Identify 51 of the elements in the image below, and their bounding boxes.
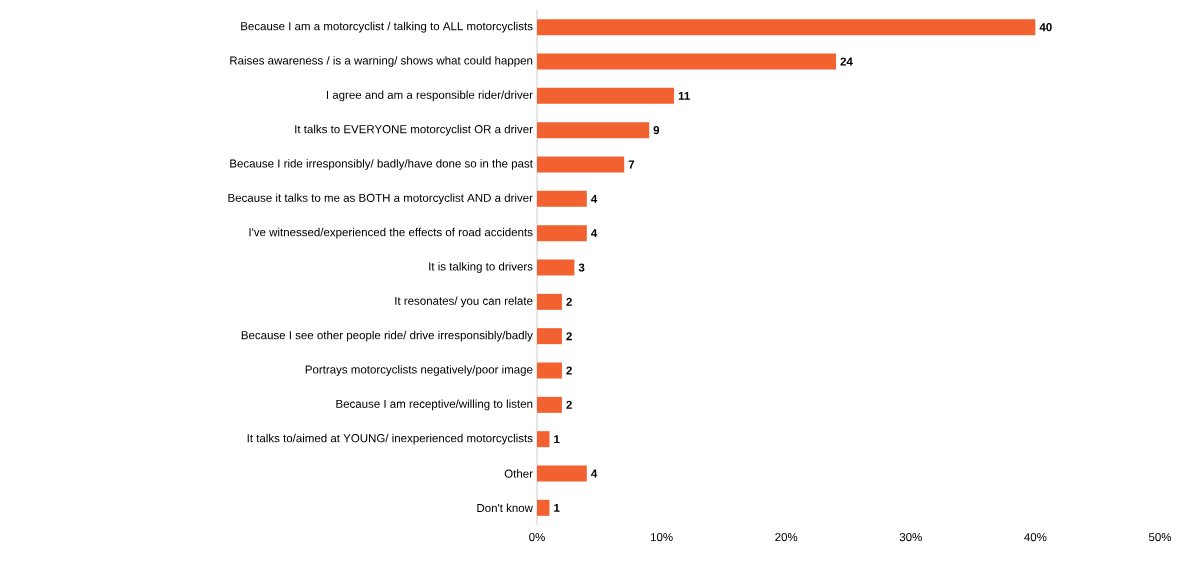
data-label: 4 [591, 194, 598, 203]
bar [537, 225, 587, 242]
y-tick-label: I've witnessed/experienced the effects of road accidents [249, 227, 533, 239]
bar [537, 122, 650, 139]
x-tick-label: 40% [1024, 533, 1047, 542]
data-label: 2 [566, 332, 572, 341]
data-label: 2 [566, 297, 572, 306]
y-tick-label: It is talking to drivers [429, 262, 533, 273]
data-label: 1 [554, 435, 560, 444]
bar [537, 87, 675, 104]
y-tick-label: It resonates/ you can relate [395, 296, 533, 308]
data-label: 9 [653, 126, 660, 135]
data-label: 2 [566, 400, 572, 409]
y-tick-label: Portrays motorcyclists negatively/poor image [305, 365, 533, 376]
bar [537, 53, 837, 70]
bar [537, 259, 575, 276]
bar [537, 190, 587, 207]
bar [537, 328, 562, 345]
y-tick-label: Other [504, 469, 533, 478]
bar [537, 362, 562, 379]
x-tick-label: 10% [650, 533, 673, 542]
data-label: 7 [628, 160, 635, 169]
y-tick-label: Raises awareness / is a warning/ shows what could happen [230, 56, 533, 67]
data-label: 4 [591, 229, 598, 238]
bar [537, 499, 550, 516]
y-tick-label: Because it talks to me as BOTH a motorcyclist AND a driver [228, 193, 533, 205]
bar [537, 19, 1036, 36]
x-tick-label: 30% [899, 533, 922, 542]
data-label: 24 [840, 57, 853, 66]
y-tick-label: Because I am a motorcyclist / talking to ALL motorcyclists [241, 21, 533, 33]
y-tick-label: It talks to/aimed at YOUNG/ inexperienced motorcyclists [247, 433, 533, 445]
y-tick-label: Because I see other people ride/ drive irresponsibly/badly [241, 330, 533, 342]
x-tick-label: 50% [1148, 533, 1172, 542]
y-tick-label: Don't know [477, 503, 533, 513]
y-tick-label: Because I ride irresponsibly/ badly/have done so in the past [230, 159, 533, 170]
bar [537, 465, 587, 482]
data-label: 3 [578, 263, 585, 272]
data-label: 40 [1039, 23, 1052, 32]
y-tick-label: It talks to EVERYONE motorcyclist OR a driver [295, 124, 533, 136]
data-label: 11 [678, 91, 690, 100]
y-tick-label: Because I am receptive/willing to listen [336, 399, 533, 411]
bar [537, 156, 625, 173]
data-label: 1 [554, 503, 560, 512]
y-tick-label: I agree and am a responsible rider/driver [326, 90, 533, 102]
bar [537, 293, 562, 310]
bar [537, 396, 562, 413]
data-label: 2 [566, 366, 572, 375]
bar [537, 431, 550, 448]
x-tick-label: 20% [775, 533, 798, 542]
data-label: 4 [591, 469, 598, 478]
x-tick-label: 0% [529, 533, 545, 542]
